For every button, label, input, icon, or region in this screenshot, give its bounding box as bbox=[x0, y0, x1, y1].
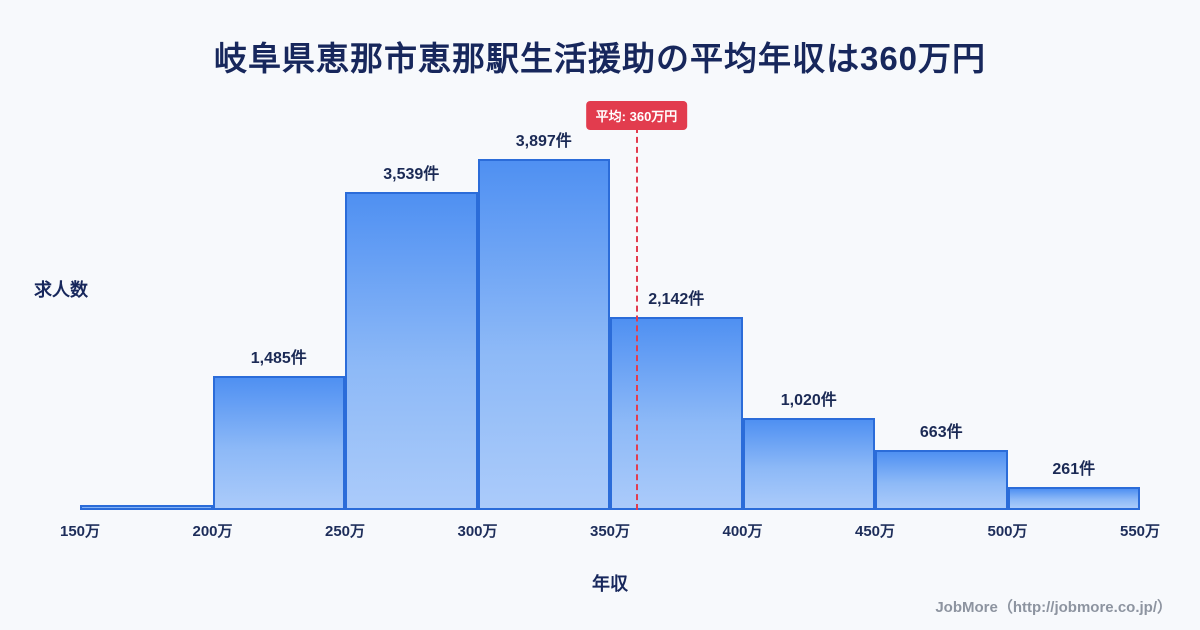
bar-value-label: 1,485件 bbox=[250, 350, 307, 368]
footer-credit: JobMore（http://jobmore.co.jp/） bbox=[935, 599, 1172, 616]
plot-area: 1,485件 3,539件 3,897件 2,142件 1,020件 663件 261件 bbox=[80, 132, 1140, 510]
x-axis-label: 年収 bbox=[592, 574, 628, 594]
bar-value-label: 2,142件 bbox=[648, 291, 705, 309]
histogram-bar bbox=[875, 450, 1008, 510]
x-tick-label: 400万 bbox=[722, 523, 763, 540]
bar-value-label: 3,897件 bbox=[515, 133, 572, 151]
mean-badge: 平均: 360万円 bbox=[585, 101, 688, 130]
x-axis-ticks: 150万 200万 250万 300万 350万 400万 450万 500万 550万 bbox=[60, 520, 1160, 544]
x-tick-label: 500万 bbox=[987, 523, 1028, 540]
bar-value-label: 663件 bbox=[919, 424, 963, 442]
x-tick-label: 550万 bbox=[1119, 523, 1161, 540]
histogram-bar bbox=[610, 317, 743, 510]
histogram-bar bbox=[1007, 486, 1140, 510]
x-tick-label: 150万 bbox=[59, 523, 101, 540]
histogram-bar bbox=[742, 418, 875, 510]
x-tick-label: 200万 bbox=[192, 523, 233, 540]
bar-value-label: 261件 bbox=[1052, 460, 1096, 478]
x-tick-label: 350万 bbox=[589, 523, 631, 540]
histogram-bar bbox=[212, 376, 345, 510]
x-tick-label: 300万 bbox=[457, 523, 498, 540]
histogram-bar bbox=[477, 159, 610, 510]
histogram-bar bbox=[345, 191, 478, 510]
chart-title: 岐阜県恵那市恵那駅生活援助の平均年収は360万円 bbox=[213, 40, 987, 77]
x-tick-label: 450万 bbox=[854, 523, 896, 540]
histogram-bar bbox=[80, 504, 213, 510]
mean-line bbox=[635, 127, 638, 510]
bar-value-label: 3,539件 bbox=[383, 165, 440, 183]
y-axis-label: 求人数 bbox=[34, 280, 88, 300]
x-tick-label: 250万 bbox=[324, 523, 366, 540]
bar-value-label: 1,020件 bbox=[780, 392, 837, 410]
